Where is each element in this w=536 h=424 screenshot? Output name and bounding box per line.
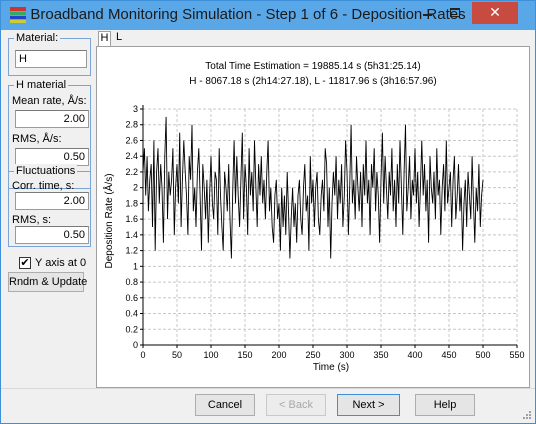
x-tick-label: 350 [373,350,388,360]
y-tick-label: 0.2 [125,324,138,334]
h-rms-label: RMS, Å/s: [12,133,62,145]
y-tick-label: 0.4 [125,309,138,319]
x-tick-label: 250 [305,350,320,360]
chart-subtitle: H - 8067.18 s (2h14:27.18), L - 11817.96… [189,76,436,87]
y-axis-label: Deposition Rate (Å/s) [102,173,115,268]
cancel-button[interactable]: Cancel [195,394,255,416]
x-tick-label: 400 [407,350,422,360]
x-tick-label: 450 [441,350,456,360]
h-material-group: H material Mean rate, Å/s: 2.00 RMS, Å/s… [8,78,91,189]
minimize-button[interactable] [414,2,440,24]
material-field[interactable]: H [15,50,87,68]
y-tick-label: 0.8 [125,277,138,287]
x-tick-label: 200 [271,350,286,360]
y-axis-at-zero-checkbox[interactable]: ✔ [19,257,31,269]
material-legend: Material: [14,31,61,45]
y-tick-label: 0 [133,340,138,350]
corr-time-label: Corr. time, s: [12,180,75,192]
material-group: Material: H [8,31,91,76]
fluctuations-legend: Fluctuations [14,164,78,178]
rndm-update-button[interactable]: Rndm & Update [8,272,88,292]
y-axis-at-zero-label: Y axis at 0 [35,257,87,269]
next-button[interactable]: Next > [337,394,400,416]
y-tick-label: 2.4 [125,151,138,161]
x-tick-label: 500 [475,350,490,360]
footer-divider [1,388,535,389]
x-tick-label: 150 [237,350,252,360]
y-tick-label: 1 [133,261,138,271]
y-tick-label: 1.2 [125,246,138,256]
app-logo-icon [10,7,26,23]
help-button[interactable]: Help [415,394,475,416]
y-tick-label: 0.6 [125,293,138,303]
y-tick-label: 1.6 [125,214,138,224]
maximize-button[interactable] [442,2,468,24]
close-button[interactable]: ✕ [472,2,518,24]
x-tick-label: 300 [339,350,354,360]
title-bar[interactable]: Broadband Monitoring Simulation - Step 1… [1,1,535,30]
deposition-rate-series-line [142,116,484,259]
minimize-icon [423,14,432,16]
back-label: < Back [279,399,313,411]
back-button[interactable]: < Back [266,394,326,416]
close-icon: ✕ [489,4,501,20]
fluctuations-group: Fluctuations Corr. time, s: 2.00 RMS, s:… [8,164,91,247]
client-area: Material: H H material Mean rate, Å/s: 2… [1,30,535,423]
maximize-icon [450,8,460,17]
mean-rate-field[interactable]: 2.00 [15,110,89,128]
x-tick-label: 100 [203,350,218,360]
resize-grip-icon[interactable] [522,410,532,420]
tab-l[interactable]: L [115,31,123,43]
tab-strip: H L [96,30,535,46]
x-tick-label: 50 [172,350,182,360]
fluct-rms-field[interactable]: 0.50 [15,226,89,244]
y-tick-label: 1.4 [125,230,138,240]
y-tick-label: 2 [133,183,138,193]
next-label: Next > [352,399,385,411]
x-axis-label: Time (s) [313,362,349,373]
y-tick-label: 2.6 [125,135,138,145]
h-material-legend: H material [14,78,69,92]
rndm-update-label: Rndm & Update [9,276,88,288]
fluct-rms-label: RMS, s: [12,214,52,226]
tab-h[interactable]: H [98,31,111,46]
x-tick-label: 0 [140,350,145,360]
y-tick-label: 2.2 [125,167,138,177]
chart-panel: Total Time Estimation = 19885.14 s (5h31… [96,46,530,388]
y-tick-label: 2.8 [125,120,138,130]
y-tick-label: 1.8 [125,198,138,208]
help-label: Help [433,399,457,411]
y-tick-label: 3 [133,104,138,114]
deposition-rate-chart: Total Time Estimation = 19885.14 s (5h31… [102,61,525,373]
window-title: Broadband Monitoring Simulation - Step 1… [30,6,466,23]
mean-rate-label: Mean rate, Å/s: [12,95,87,107]
corr-time-field[interactable]: 2.00 [15,192,89,210]
x-tick-label: 550 [509,350,524,360]
cancel-label: Cancel [207,399,243,411]
chart-title: Total Time Estimation = 19885.14 s (5h31… [205,61,420,72]
